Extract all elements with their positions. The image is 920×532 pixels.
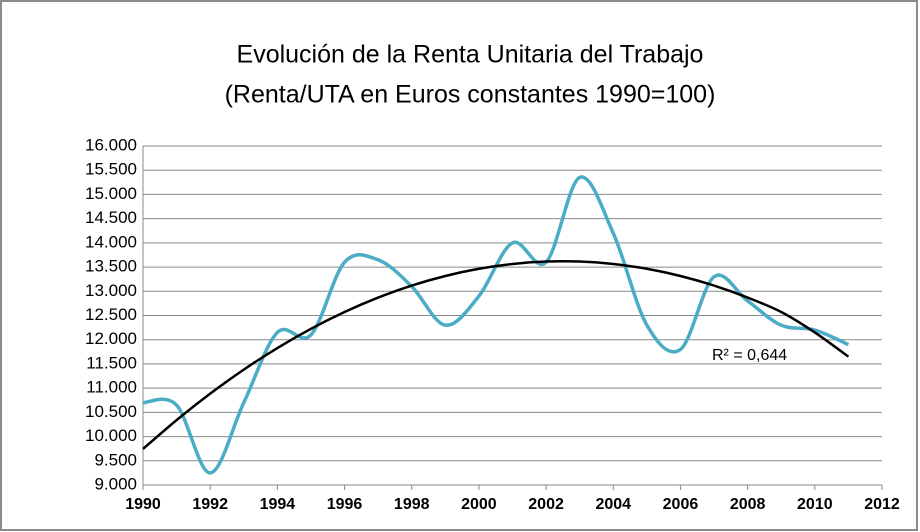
x-tick-label: 2010 xyxy=(797,496,833,513)
y-tick-label: 13.500 xyxy=(85,257,137,276)
y-tick-label: 15.000 xyxy=(85,184,137,203)
x-tick-label: 1998 xyxy=(394,496,430,513)
y-tick-label: 12.000 xyxy=(85,329,137,348)
y-tick-label: 15.500 xyxy=(85,160,137,179)
y-tick-label: 11.500 xyxy=(86,353,137,372)
x-tick-label: 1990 xyxy=(125,496,161,513)
chart-subtitle: (Renta/UTA en Euros constantes 1990=100) xyxy=(225,81,716,109)
x-tick-label: 1992 xyxy=(192,496,228,513)
x-tick-label: 1994 xyxy=(260,496,296,513)
y-tick-label: 10.500 xyxy=(85,402,137,421)
y-tick-label: 9.000 xyxy=(94,474,137,493)
x-tick-label: 2006 xyxy=(663,496,699,513)
x-tick-label: 2008 xyxy=(730,496,766,513)
y-tick-label: 16.000 xyxy=(85,135,137,154)
y-tick-label: 13.000 xyxy=(85,281,137,300)
y-tick-label: 9.500 xyxy=(94,450,137,469)
chart-title: Evolución de la Renta Unitaria del Traba… xyxy=(237,41,704,69)
annotation: R² = 0,644 xyxy=(712,347,787,364)
y-tick-label: 14.000 xyxy=(85,232,137,251)
series-line xyxy=(142,175,850,475)
y-tick-label: 11.000 xyxy=(86,378,137,397)
x-tick-label: 2004 xyxy=(595,496,631,513)
y-tick-label: 10.000 xyxy=(85,426,137,445)
x-tick-label: 1996 xyxy=(327,496,363,513)
y-tick-label: 14.500 xyxy=(85,208,137,227)
series-line xyxy=(142,259,850,450)
y-tick-label: 12.500 xyxy=(85,305,137,324)
x-tick-label: 2000 xyxy=(461,496,497,513)
x-tick-label: 2002 xyxy=(528,496,564,513)
x-tick-label: 2012 xyxy=(864,496,900,513)
